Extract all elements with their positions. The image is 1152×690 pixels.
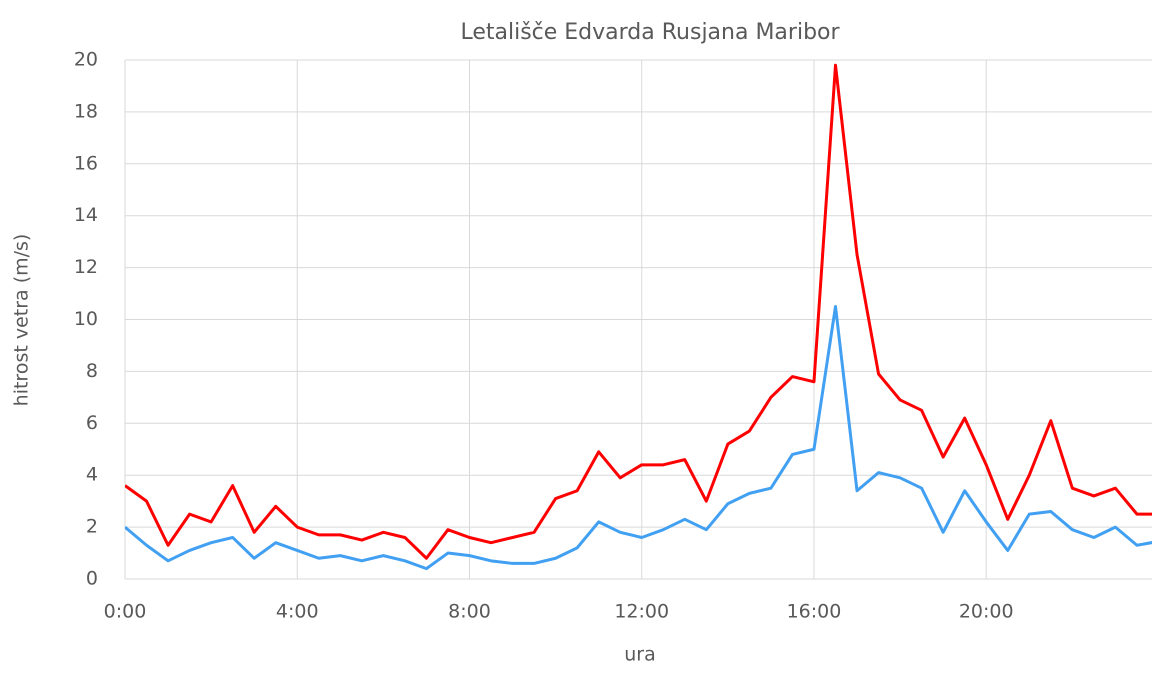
- x-tick-label: 0:00: [104, 601, 147, 623]
- x-tick-label: 16:00: [787, 601, 842, 623]
- y-tick-label: 8: [86, 360, 98, 382]
- y-tick-label: 10: [74, 308, 98, 330]
- y-tick-label: 0: [86, 568, 98, 590]
- plot-area: [125, 63, 1152, 571]
- x-axis-label: ura: [624, 644, 656, 666]
- x-tick-label: 12:00: [614, 601, 669, 623]
- y-tick-label: 12: [74, 256, 98, 278]
- y-tick-label: 14: [74, 204, 98, 226]
- chart-title: Letališče Edvarda Rusjana Maribor: [460, 20, 840, 45]
- y-axis-label: hitrost vetra (m/s): [11, 234, 33, 407]
- y-tick-label: 18: [74, 100, 98, 122]
- series-line: [125, 305, 1152, 571]
- y-tick-label: 4: [86, 464, 98, 486]
- x-tick-label: 20:00: [959, 601, 1014, 623]
- y-tick-label: 2: [86, 516, 98, 538]
- series-line: [125, 63, 1152, 560]
- x-tick-label: 8:00: [448, 601, 491, 623]
- x-tick-label: 4:00: [276, 601, 319, 623]
- y-tick-label: 20: [74, 49, 98, 71]
- y-tick-label: 16: [74, 152, 98, 174]
- y-tick-label: 6: [86, 412, 98, 434]
- grid: [124, 59, 1152, 580]
